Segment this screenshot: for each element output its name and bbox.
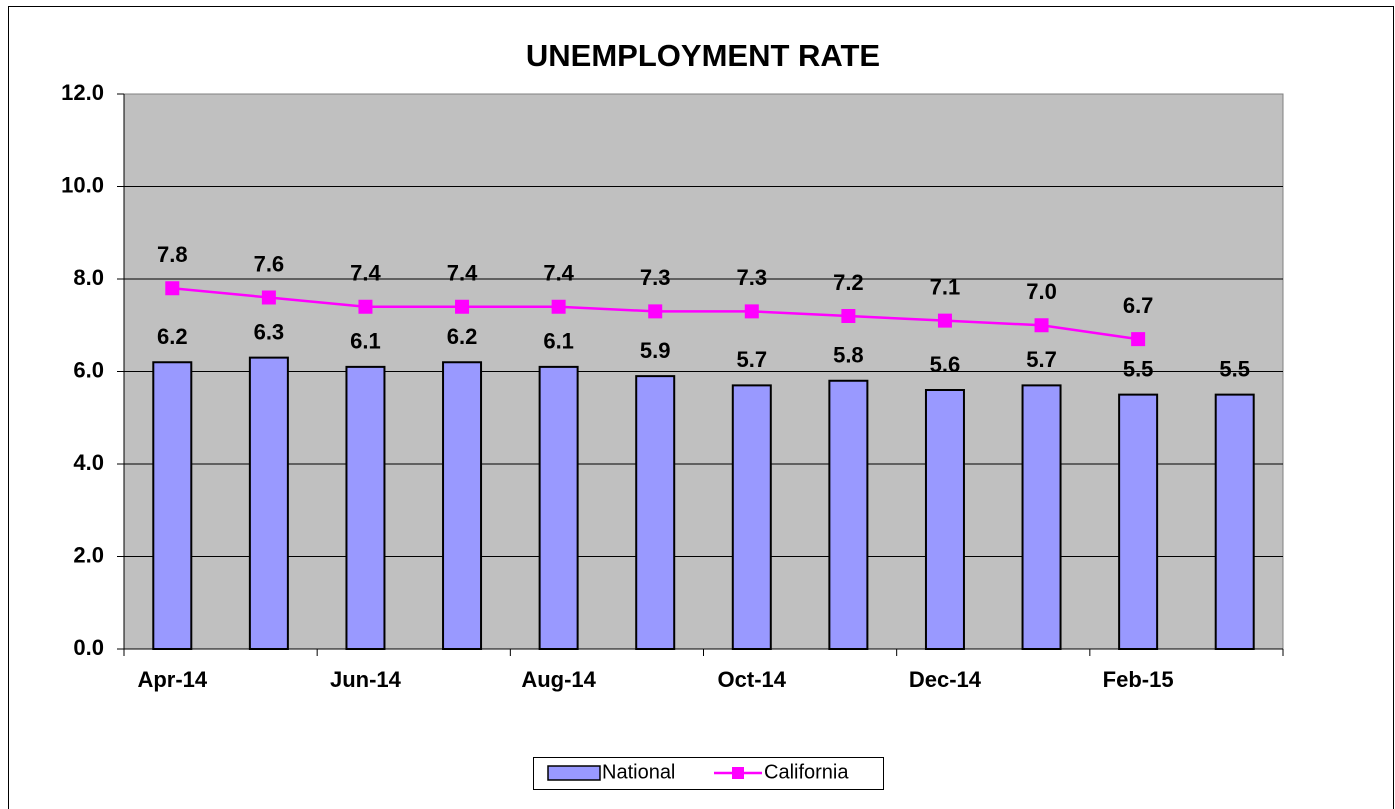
data-label: 6.2 [447, 324, 478, 349]
x-tick-label: Apr-14 [137, 667, 207, 692]
marker [648, 304, 663, 319]
data-label: 5.5 [1123, 356, 1154, 381]
marker [455, 299, 470, 314]
marker [551, 299, 566, 314]
x-tick-label: Feb-15 [1103, 667, 1174, 692]
data-label: 6.1 [543, 329, 574, 354]
y-tick-label: 10.0 [61, 172, 104, 197]
data-label: 5.7 [1026, 347, 1057, 372]
data-label: 7.6 [254, 251, 285, 276]
marker [261, 290, 276, 305]
legend-swatch [732, 767, 744, 779]
chart-title: UNEMPLOYMENT RATE [526, 38, 880, 73]
data-label: 7.4 [350, 261, 381, 286]
y-tick-label: 2.0 [73, 542, 104, 567]
marker [1034, 318, 1049, 333]
data-label: 6.7 [1123, 293, 1154, 318]
bar [248, 356, 289, 650]
marker [937, 313, 952, 328]
legend-label: National [602, 761, 675, 783]
bar [345, 365, 386, 650]
bar [1214, 393, 1255, 650]
data-label: 5.8 [833, 343, 864, 368]
marker [358, 299, 373, 314]
y-tick-label: 8.0 [73, 265, 104, 290]
x-tick-label: Dec-14 [909, 667, 982, 692]
bar [828, 379, 869, 650]
data-label: 7.4 [543, 261, 574, 286]
data-label: 7.0 [1026, 279, 1057, 304]
bar [924, 389, 965, 650]
marker [1131, 332, 1146, 347]
x-tick-label: Aug-14 [521, 667, 596, 692]
bar [1021, 384, 1062, 650]
bar [1118, 393, 1159, 650]
x-tick-label: Jun-14 [330, 667, 402, 692]
data-label: 7.3 [736, 265, 767, 290]
legend-label: California [764, 761, 849, 783]
data-label: 7.3 [640, 265, 671, 290]
y-tick-label: 6.0 [73, 357, 104, 382]
data-label: 5.7 [736, 347, 767, 372]
y-tick-label: 12.0 [61, 80, 104, 105]
data-label: 7.8 [157, 242, 188, 267]
y-tick-label: 4.0 [73, 450, 104, 475]
bar [731, 384, 772, 650]
legend-swatch [547, 765, 601, 781]
marker [165, 281, 180, 296]
x-tick-label: Oct-14 [718, 667, 787, 692]
data-label: 5.5 [1219, 356, 1250, 381]
marker [841, 309, 856, 323]
data-label: 6.1 [350, 329, 381, 354]
marker [744, 304, 759, 319]
data-label: 5.6 [930, 352, 961, 377]
data-label: 7.1 [930, 274, 961, 299]
data-label: 5.9 [640, 338, 671, 363]
y-tick-label: 0.0 [73, 635, 104, 660]
data-label: 7.2 [833, 270, 864, 295]
bar [538, 365, 579, 650]
data-label: 6.3 [254, 319, 285, 344]
bar [152, 361, 193, 650]
data-label: 6.2 [157, 324, 188, 349]
bar [635, 375, 676, 650]
data-label: 7.4 [447, 261, 478, 286]
bar [442, 361, 483, 650]
